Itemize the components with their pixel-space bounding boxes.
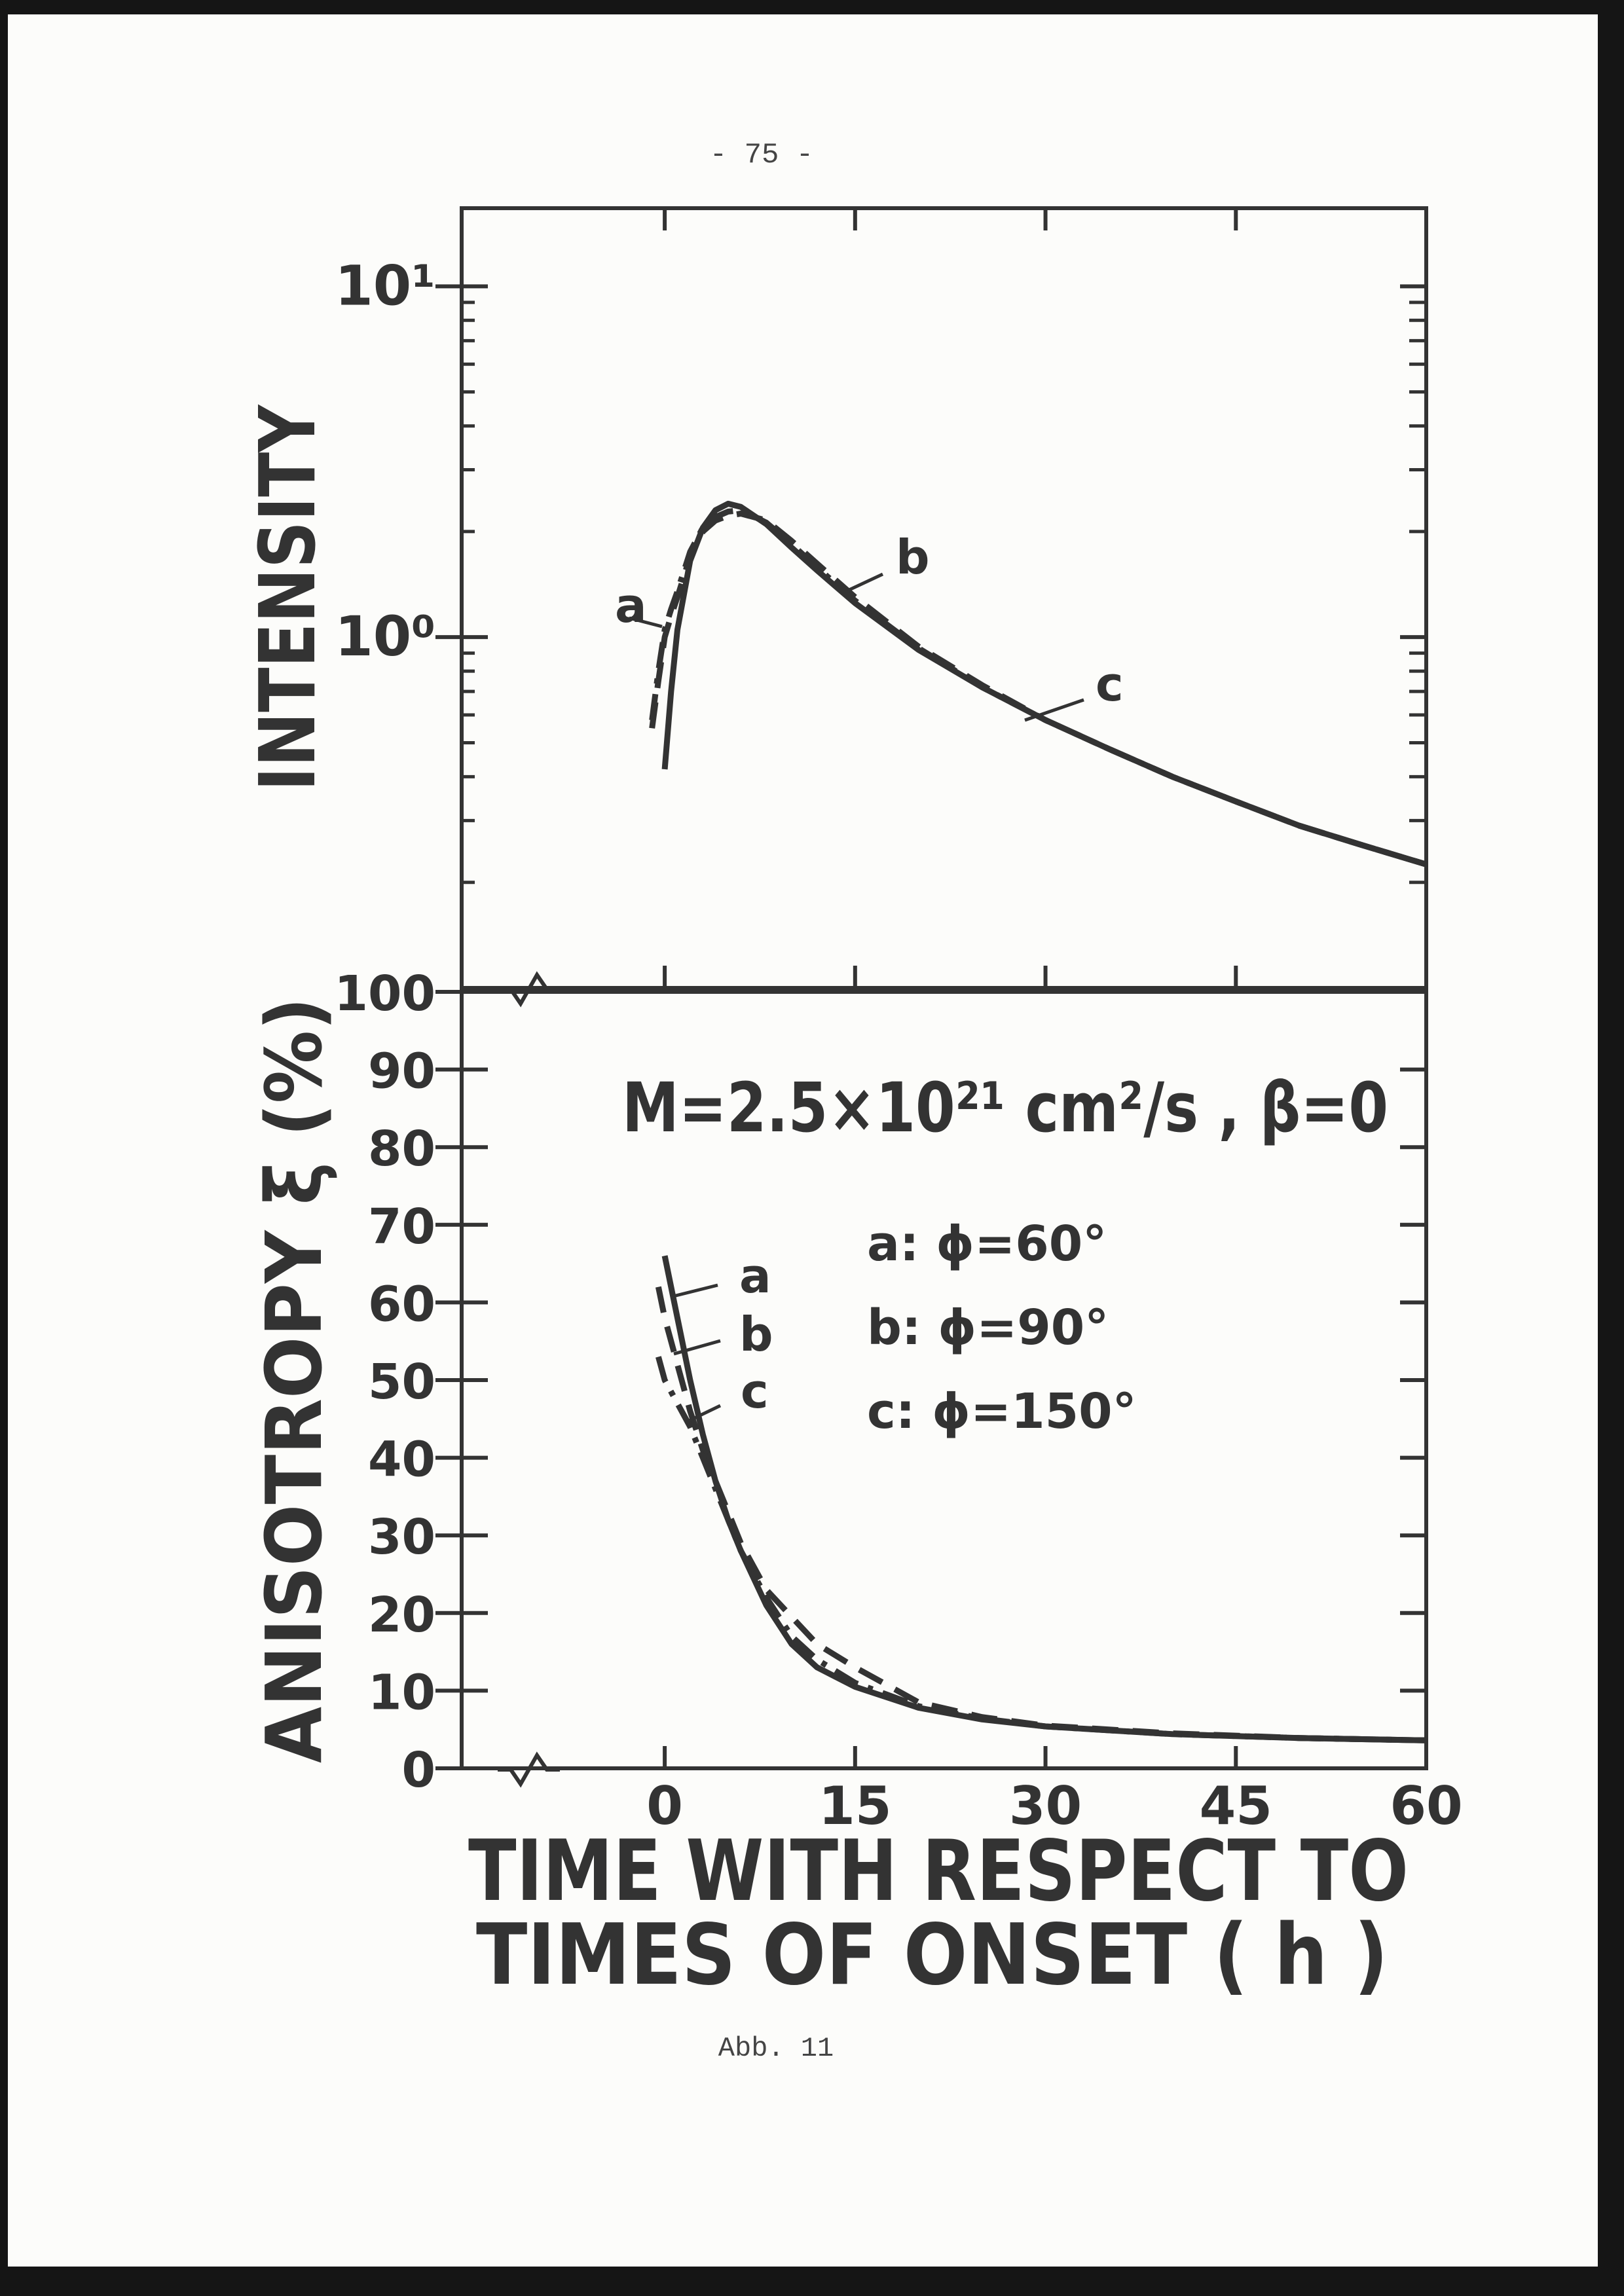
y-tick-label: 10 (368, 1664, 435, 1721)
y-tick-label: 50 (368, 1354, 435, 1410)
y-tick-label: 10¹ (335, 253, 435, 318)
series-label: a (739, 1248, 771, 1303)
axis-break (498, 1751, 560, 1788)
annotation: M=2.5×10²¹ cm²/s , β=0 (622, 1068, 1388, 1148)
series-label: b (896, 530, 930, 585)
x-tick-label: 30 (1009, 1776, 1082, 1836)
plot-frame (460, 206, 1428, 990)
series-line (655, 1286, 1427, 1743)
page-number: - 75 - (710, 139, 813, 172)
y-axis-label: INTENSITY (242, 404, 333, 791)
label-leader (673, 1339, 721, 1356)
y-tick-label: 40 (368, 1432, 435, 1488)
scan-border (0, 0, 1624, 14)
series-line (649, 511, 1428, 867)
series-label: c (741, 1364, 769, 1419)
y-tick-label: 100 (335, 966, 435, 1022)
x-tick-label: 60 (1390, 1776, 1462, 1836)
scan-border (1598, 0, 1624, 2296)
series-line (661, 500, 1428, 867)
x-tick-label: 15 (819, 1776, 891, 1836)
y-axis-label: ANISOTROPY ξ (%) (249, 997, 339, 1763)
label-leader (670, 1283, 718, 1299)
x-tick-label: 0 (646, 1776, 683, 1836)
scan-border (0, 2267, 1624, 2296)
label-leader (1024, 698, 1084, 722)
series-label: a (615, 578, 647, 633)
x-axis-label: TIME WITH RESPECT TO (468, 1823, 1409, 1920)
series-label: c (1096, 657, 1124, 712)
label-leader (841, 572, 884, 595)
axis-break (498, 971, 560, 1008)
legend-entry: a: ϕ=60° (867, 1216, 1107, 1272)
scan-border (0, 0, 8, 2296)
label-leader (629, 616, 663, 629)
y-tick-label: 10⁰ (335, 604, 435, 668)
y-tick-label: 90 (368, 1044, 435, 1100)
label-leader (684, 1404, 722, 1425)
y-tick-label: 30 (368, 1509, 435, 1565)
y-tick-label: 60 (368, 1276, 435, 1332)
x-axis-label: TIMES OF ONSET ( h ) (476, 1906, 1388, 2004)
x-tick-label: 45 (1200, 1776, 1272, 1836)
y-tick-label: 70 (368, 1199, 435, 1255)
legend-entry: c: ϕ=150° (867, 1383, 1137, 1440)
series-label: b (739, 1307, 773, 1362)
series-line (649, 507, 1428, 867)
y-tick-label: 80 (368, 1121, 435, 1177)
caption: Abb. 11 (718, 2033, 834, 2064)
y-tick-label: 20 (368, 1587, 435, 1643)
legend-entry: b: ϕ=90° (867, 1300, 1109, 1356)
y-tick-label: 0 (402, 1742, 436, 1798)
